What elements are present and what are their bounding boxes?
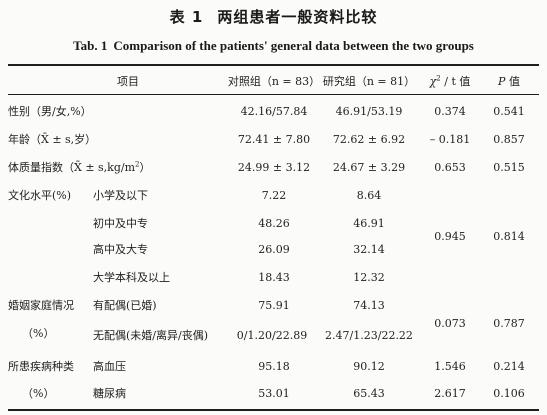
row-disease-p: 0.214 <box>493 360 525 373</box>
row-disease-sub: 糖尿病 <box>93 387 126 400</box>
row-education-research: 12.32 <box>353 271 385 284</box>
row-marriage-control: 75.91 <box>258 299 290 312</box>
table-top-rule <box>8 64 539 66</box>
row-age-label: 年龄（X̄ ± s,岁） <box>8 133 97 146</box>
row-education-research: 46.91 <box>353 217 385 230</box>
table-number-cn: 表 1 <box>169 8 204 26</box>
row-marriage-research: 74.13 <box>353 299 385 312</box>
row-education-research: 8.64 <box>356 189 382 202</box>
row-marriage-research: 2.47/1.23/22.22 <box>325 329 413 342</box>
table-title-en: Tab. 1 Comparison of the patients' genera… <box>0 38 547 56</box>
row-bmi-label-superscript: 2 <box>135 160 140 169</box>
header-p: P 值 <box>480 72 538 92</box>
table-number-en: Tab. 1 <box>73 38 108 53</box>
row-education-control: 26.09 <box>258 243 290 256</box>
header-chi-symbol: χ <box>429 75 437 88</box>
table-title-cn-text: 两组患者一般资料比较 <box>217 8 378 26</box>
header-research: 研究组（n = 81） <box>322 75 416 88</box>
row-disease-research: 90.12 <box>353 360 385 373</box>
row-marriage-stat: 0.073 <box>434 317 466 330</box>
row-disease-control: 53.01 <box>258 387 290 400</box>
row-education-control: 7.22 <box>261 189 287 202</box>
row-gender-label: 性别（男/女,%） <box>8 105 92 118</box>
row-age-control: 72.41 ± 7.80 <box>237 133 311 146</box>
header-chi-suffix: / t 值 <box>440 75 471 88</box>
row-disease-p: 0.106 <box>493 387 525 400</box>
row-marriage-label-unit: （%） <box>22 327 55 340</box>
header-item: 项目 <box>117 75 139 88</box>
row-education-label: 文化水平(%) <box>8 189 72 202</box>
header-chi-t: χ2 / t 值 <box>418 72 482 92</box>
row-education-research: 32.14 <box>353 243 385 256</box>
row-age-research: 72.62 ± 6.92 <box>332 133 406 146</box>
row-bmi-label-text: 体质量指数（X̄ ± s,kg/m <box>8 161 136 174</box>
table-header-rule <box>8 94 539 95</box>
row-marriage-sub: 无配偶(未婚/离异/丧偶) <box>93 329 208 342</box>
row-age-p: 0.857 <box>493 133 525 146</box>
row-disease-stat: 1.546 <box>434 360 466 373</box>
row-disease-control: 95.18 <box>258 360 290 373</box>
row-gender-p: 0.541 <box>493 105 525 118</box>
row-gender-research: 46.91/53.19 <box>335 105 403 118</box>
row-education-sub: 初中及中专 <box>93 217 148 230</box>
row-disease-sub: 高血压 <box>93 360 126 373</box>
row-bmi-label: 体质量指数（X̄ ± s,kg/m2） <box>8 158 151 178</box>
row-marriage-label: 婚姻家庭情况 <box>8 299 74 312</box>
row-disease-stat: 2.617 <box>434 387 466 400</box>
row-education-control: 18.43 <box>258 271 290 284</box>
row-education-p: 0.814 <box>493 230 525 243</box>
row-marriage-p: 0.787 <box>493 317 525 330</box>
row-education-stat: 0.945 <box>434 230 466 243</box>
row-education-sub: 小学及以下 <box>93 189 148 202</box>
table-title-en-text: Comparison of the patients' general data… <box>113 38 474 53</box>
header-p-suffix: 值 <box>505 75 520 88</box>
row-marriage-sub: 有配偶(已婚) <box>93 299 157 312</box>
row-education-control: 48.26 <box>258 217 290 230</box>
row-gender-stat: 0.374 <box>434 105 466 118</box>
row-bmi-p: 0.515 <box>493 161 525 174</box>
row-bmi-research: 24.67 ± 3.29 <box>332 161 406 174</box>
header-p-symbol: P <box>498 75 506 88</box>
row-bmi-control: 24.99 ± 3.12 <box>237 161 311 174</box>
row-bmi-stat: 0.653 <box>434 161 466 174</box>
header-chi-superscript: 2 <box>436 74 441 83</box>
row-disease-research: 65.43 <box>353 387 385 400</box>
row-marriage-control: 0/1.20/22.89 <box>236 329 308 342</box>
row-bmi-label-close: ） <box>139 161 151 174</box>
row-education-sub: 高中及大专 <box>93 243 148 256</box>
row-disease-label-unit: （%） <box>22 387 55 400</box>
table-title-cn: 表 1 两组患者一般资料比较 <box>0 6 547 28</box>
row-education-sub: 大学本科及以上 <box>93 271 170 284</box>
header-control: 对照组（n = 83） <box>227 75 321 88</box>
row-disease-label: 所患疾病种类 <box>8 360 74 373</box>
row-gender-control: 42.16/57.84 <box>240 105 308 118</box>
row-age-stat: – 0.181 <box>429 133 471 146</box>
table-bottom-rule <box>8 409 539 411</box>
